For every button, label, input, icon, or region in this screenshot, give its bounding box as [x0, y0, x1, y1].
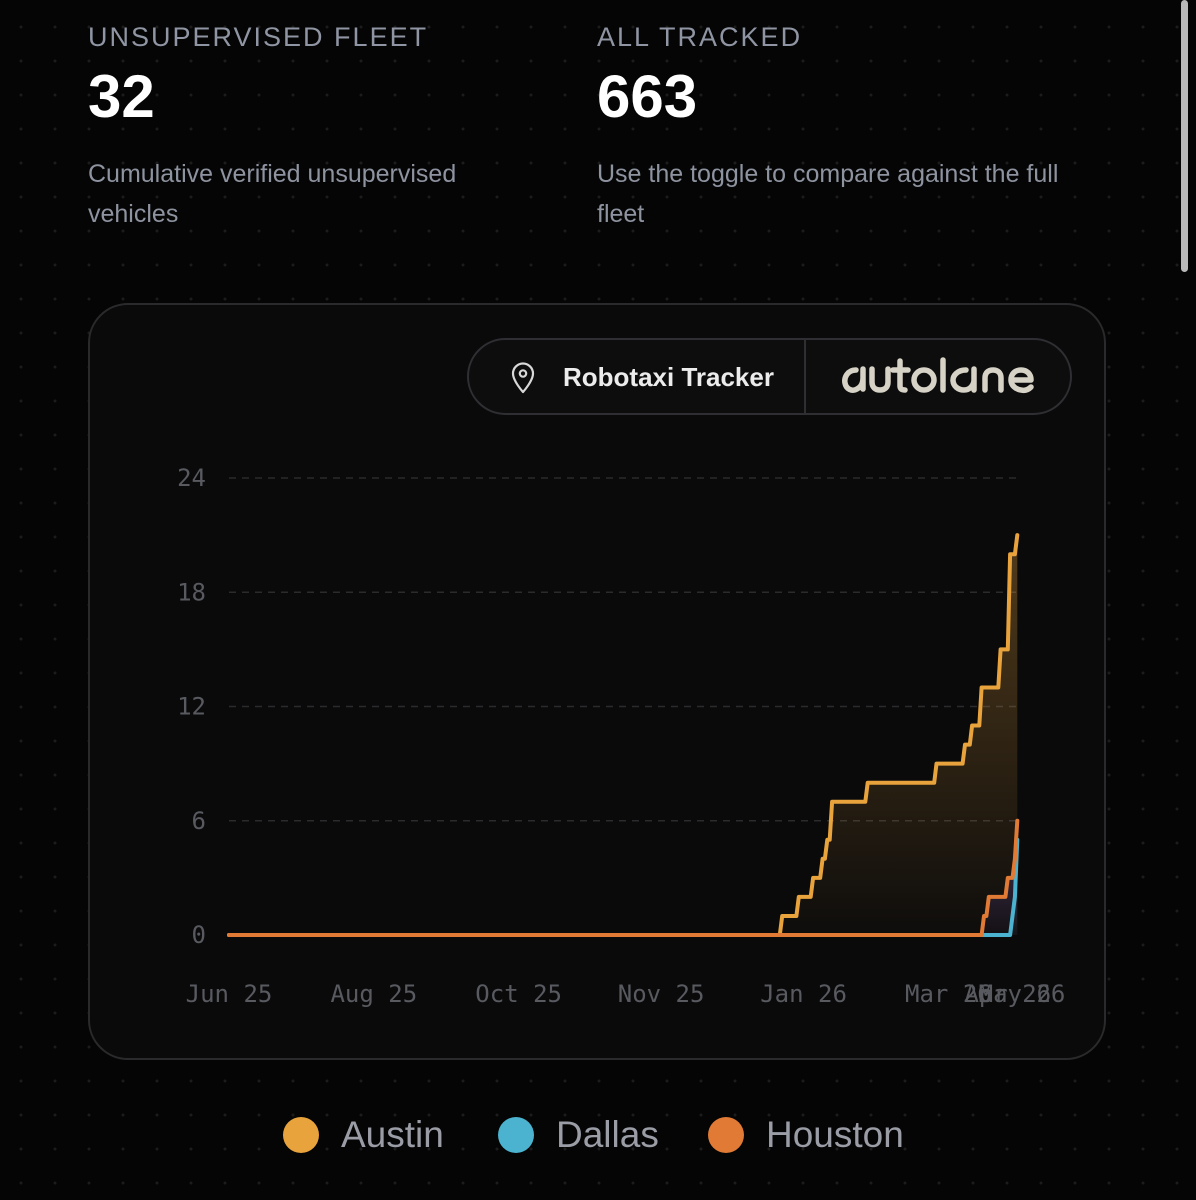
x-tick-label: Jan 26	[760, 980, 847, 1008]
series-line-houston	[227, 818, 1020, 937]
autolane-logo	[842, 357, 1034, 394]
tracker-title: Robotaxi Tracker	[563, 362, 774, 392]
all-tracked-stat: ALL TRACKED 663 Use the toggle to compar…	[597, 18, 1097, 234]
unsupervised-fleet-value: 32	[88, 63, 155, 130]
legend-dot-houston	[708, 1117, 744, 1153]
location-pin-icon	[511, 362, 535, 394]
y-tick-label: 18	[177, 578, 206, 606]
y-tick-label: 0	[192, 921, 206, 949]
brand-badge[interactable]: Robotaxi Tracker	[467, 338, 1072, 415]
legend-dot-dallas	[498, 1117, 534, 1153]
unsupervised-fleet-label: UNSUPERVISED FLEET	[88, 22, 429, 52]
y-tick-label: 24	[177, 464, 206, 492]
legend-dot-austin	[283, 1117, 319, 1153]
legend-label-austin: Austin	[341, 1114, 444, 1155]
x-tick-label: Mar 26	[905, 980, 992, 1008]
all-tracked-value: 663	[597, 63, 698, 130]
legend-label-houston: Houston	[766, 1114, 904, 1155]
series-line-austin	[227, 533, 1020, 937]
x-tick-label: Nov 25	[618, 980, 705, 1008]
x-tick-label: Aug 25	[330, 980, 417, 1008]
series-area-austin	[229, 535, 1018, 935]
tracker-label-section: Robotaxi Tracker	[469, 340, 806, 413]
x-tick-label: Oct 25	[475, 980, 562, 1008]
page-scrollbar[interactable]	[1181, 0, 1188, 272]
x-tick-label: Jun 25	[186, 980, 273, 1008]
y-tick-label: 6	[192, 807, 206, 835]
unsupervised-fleet-stat: UNSUPERVISED FLEET 32 Cumulative verifie…	[88, 18, 528, 234]
x-tick-label: Apr 26	[964, 980, 1051, 1008]
unsupervised-fleet-description: Cumulative verified unsupervised vehicle…	[88, 160, 457, 228]
all-tracked-label: ALL TRACKED	[597, 22, 803, 52]
legend-label-dallas: Dallas	[556, 1114, 659, 1155]
all-tracked-description: Use the toggle to compare against the fu…	[597, 160, 1059, 228]
y-tick-label: 12	[177, 693, 206, 721]
x-tick-label: May 26	[979, 980, 1066, 1008]
